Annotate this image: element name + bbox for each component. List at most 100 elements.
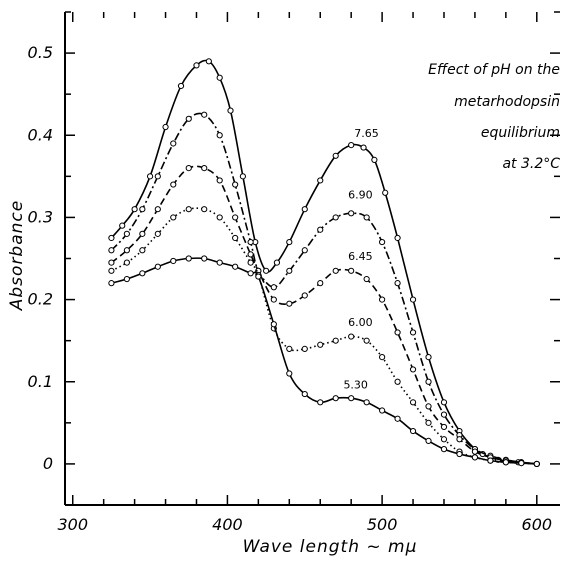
data-point xyxy=(332,267,339,274)
data-point xyxy=(286,267,293,274)
data-point xyxy=(425,403,432,410)
data-point xyxy=(227,107,234,114)
data-point xyxy=(394,329,401,336)
data-point xyxy=(363,275,370,283)
data-point xyxy=(317,226,324,233)
x-tick-label: 300 xyxy=(57,515,88,534)
data-point xyxy=(425,354,432,361)
data-point xyxy=(332,214,339,221)
series-label: 6.45 xyxy=(348,250,373,263)
data-point xyxy=(379,296,386,303)
data-point xyxy=(123,230,130,237)
data-point xyxy=(440,436,448,443)
data-point xyxy=(232,234,239,242)
data-point xyxy=(394,234,401,242)
data-point xyxy=(317,280,324,287)
data-point xyxy=(425,419,432,426)
data-point xyxy=(332,395,339,402)
data-point xyxy=(301,345,308,352)
data-point xyxy=(185,255,192,262)
x-tick-label: 400 xyxy=(212,515,243,534)
data-point xyxy=(170,181,177,188)
data-point xyxy=(154,230,161,237)
data-point xyxy=(232,181,239,188)
plot-frame xyxy=(64,12,560,506)
series-group xyxy=(108,58,540,468)
data-point xyxy=(170,140,177,147)
axis-ticks: 0 0.1 0.2 0.3 0.4 0.5 300 400 500 600 xyxy=(28,11,560,534)
data-point xyxy=(471,454,479,461)
data-point xyxy=(317,399,324,406)
title-line-4: at 3.2°C xyxy=(502,156,560,172)
series-line-5-30 xyxy=(111,257,537,465)
data-point xyxy=(216,214,223,221)
data-point xyxy=(317,341,324,348)
data-point xyxy=(348,267,355,274)
data-point xyxy=(123,275,130,283)
labels-group: 7.65 6.90 6.45 6.00 5.30 xyxy=(343,127,378,391)
data-point xyxy=(247,238,254,246)
data-point xyxy=(409,399,417,406)
data-point xyxy=(348,333,355,340)
y-axis-label: Absorbance xyxy=(7,200,27,311)
data-point xyxy=(255,273,262,280)
data-point xyxy=(440,446,448,453)
x-tick-label: 600 xyxy=(522,515,553,534)
data-point xyxy=(139,247,146,254)
data-point xyxy=(216,132,223,139)
data-point xyxy=(379,238,386,246)
series-line-6-45 xyxy=(110,165,537,465)
data-point xyxy=(108,259,115,266)
data-point xyxy=(262,267,270,274)
data-point xyxy=(425,437,432,445)
data-point xyxy=(123,259,130,266)
data-point xyxy=(286,238,293,246)
data-point xyxy=(348,395,355,402)
data-point xyxy=(201,255,208,262)
data-point xyxy=(286,300,293,307)
data-point xyxy=(456,436,463,443)
data-point xyxy=(232,214,239,221)
data-point xyxy=(409,296,417,303)
data-point xyxy=(162,123,169,131)
y-tick-label: 0.1 xyxy=(28,372,53,391)
data-point xyxy=(193,62,200,69)
data-point xyxy=(123,247,130,254)
data-point xyxy=(185,115,192,122)
y-tick-label: 0.3 xyxy=(28,207,53,226)
title-line-1: Effect of pH on the xyxy=(428,62,560,78)
data-point xyxy=(154,263,161,270)
data-point xyxy=(270,284,277,291)
data-point xyxy=(108,280,115,287)
y-tick-label: 0.4 xyxy=(28,125,53,144)
data-point xyxy=(409,366,417,373)
series-line-6-00 xyxy=(111,207,537,465)
series-label: 7.65 xyxy=(354,127,379,140)
data-point xyxy=(409,427,417,435)
data-point xyxy=(273,259,281,266)
data-point xyxy=(232,263,239,270)
data-point xyxy=(270,321,277,328)
data-point xyxy=(270,296,277,303)
data-point xyxy=(239,173,246,180)
data-point xyxy=(139,270,146,277)
data-point xyxy=(348,142,355,149)
data-point xyxy=(379,407,386,414)
data-point xyxy=(108,234,115,242)
data-point xyxy=(247,270,254,277)
chart-title: Effect of pH on the metarhodopsin equili… xyxy=(428,62,560,172)
data-point xyxy=(394,378,401,385)
data-point xyxy=(440,399,448,406)
data-point xyxy=(286,345,293,352)
data-point xyxy=(108,247,115,254)
data-point xyxy=(363,399,370,406)
data-point xyxy=(205,58,212,65)
data-point xyxy=(471,448,479,455)
data-point xyxy=(177,82,185,90)
data-point xyxy=(201,165,208,172)
data-point xyxy=(201,111,208,118)
data-point xyxy=(363,337,370,344)
data-point xyxy=(425,378,432,385)
data-point xyxy=(317,177,324,184)
